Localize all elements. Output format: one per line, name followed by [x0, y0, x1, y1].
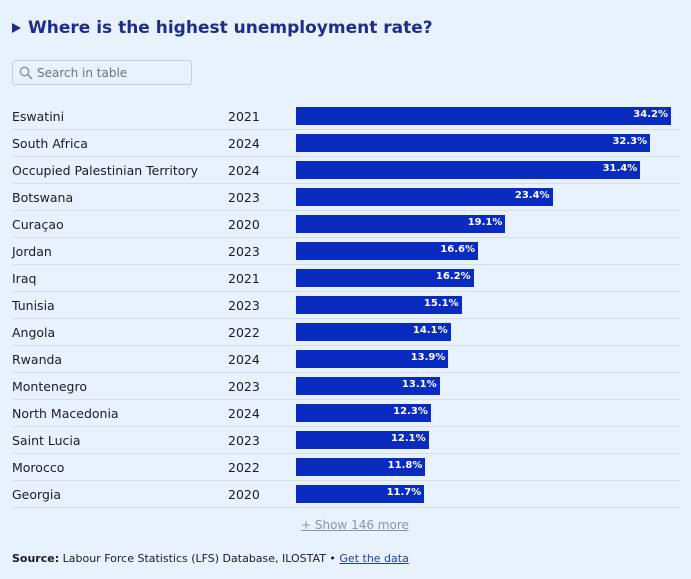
bar: 13.1%	[296, 377, 440, 395]
bar-value-label: 11.7%	[386, 487, 422, 498]
country-label: Botswana	[12, 190, 74, 205]
bar-value-label: 12.3%	[393, 406, 428, 417]
table-row: Eswatini 2021 34.2%	[12, 103, 680, 130]
bar-value-label: 15.1%	[423, 298, 459, 309]
country-label: Occupied Palestinian Territory	[12, 163, 198, 178]
source-label: Source:	[12, 552, 60, 565]
bar-value-label: 12.1%	[390, 433, 426, 444]
year-label: 2023	[228, 190, 260, 205]
country-label: Curaçao	[12, 217, 64, 232]
country-label: Eswatini	[12, 109, 65, 124]
bar-value-label: 11.8%	[387, 460, 423, 471]
table-row: South Africa 2024 32.3%	[12, 130, 680, 157]
table-row: Iraq 2021 16.2%	[12, 265, 680, 292]
table-row: Tunisia 2023 15.1%	[12, 292, 680, 319]
bar-value-label: 16.6%	[440, 244, 476, 255]
country-label: Angola	[12, 325, 56, 340]
year-label: 2021	[228, 109, 260, 124]
show-more-link[interactable]: + Show 146 more	[301, 518, 409, 532]
bar: 32.3%	[296, 134, 651, 152]
search-icon	[19, 66, 33, 79]
get-data-link[interactable]: Get the data	[339, 552, 409, 565]
table-row: Occupied Palestinian Territory 2024 31.4%	[12, 157, 680, 184]
bar-value-label: 32.3%	[612, 136, 648, 147]
search-box[interactable]	[12, 60, 192, 85]
year-label: 2021	[228, 271, 260, 286]
bar-value-label: 34.2%	[633, 109, 668, 120]
country-label: Jordan	[12, 244, 52, 259]
country-label: Georgia	[12, 487, 62, 502]
bar: 16.2%	[296, 269, 474, 287]
year-label: 2023	[228, 433, 260, 448]
country-label: Tunisia	[12, 298, 55, 313]
country-label: Iraq	[12, 271, 37, 286]
bar: 19.1%	[296, 215, 506, 233]
source-text: Labour Force Statistics (LFS) Database, …	[62, 552, 336, 565]
year-label: 2022	[228, 460, 260, 475]
bar: 13.9%	[296, 350, 449, 368]
table-row: Saint Lucia 2023 12.1%	[12, 427, 680, 454]
year-label: 2022	[228, 325, 260, 340]
bar-value-label: 13.1%	[401, 379, 437, 390]
triangle-right-icon	[12, 23, 21, 33]
bar: 34.2%	[296, 107, 671, 125]
year-label: 2023	[228, 298, 260, 313]
search-input[interactable]	[37, 65, 187, 80]
chart-title-wrap: Where is the highest unemployment rate?	[12, 18, 433, 38]
country-label: South Africa	[12, 136, 88, 151]
year-label: 2024	[228, 136, 260, 151]
bar-value-label: 31.4%	[602, 163, 638, 174]
year-label: 2024	[228, 163, 260, 178]
table-row: Curaçao 2020 19.1%	[12, 211, 680, 238]
bar-value-label: 16.2%	[435, 271, 471, 282]
bar: 11.7%	[296, 485, 425, 503]
country-label: Saint Lucia	[12, 433, 81, 448]
bar: 14.1%	[296, 323, 451, 341]
chart-title: Where is the highest unemployment rate?	[28, 18, 433, 38]
table-row: North Macedonia 2024 12.3%	[12, 400, 680, 427]
year-label: 2020	[228, 487, 260, 502]
table-row: Rwanda 2024 13.9%	[12, 346, 680, 373]
bar: 15.1%	[296, 296, 462, 314]
country-label: Montenegro	[12, 379, 88, 394]
year-label: 2024	[228, 352, 260, 367]
table-row: Botswana 2023 23.4%	[12, 184, 680, 211]
year-label: 2023	[228, 379, 260, 394]
bar: 12.3%	[296, 404, 431, 422]
bar-value-label: 14.1%	[412, 325, 448, 336]
table-row: Angola 2022 14.1%	[12, 319, 680, 346]
source-line: Source: Labour Force Statistics (LFS) Da…	[12, 552, 409, 565]
year-label: 2023	[228, 244, 260, 259]
table-row: Georgia 2020 11.7%	[12, 481, 680, 508]
bar-value-label: 23.4%	[514, 190, 550, 201]
country-label: Morocco	[12, 460, 65, 475]
bar-value-label: 13.9%	[410, 352, 446, 363]
year-label: 2020	[228, 217, 260, 232]
table-row: Montenegro 2023 13.1%	[12, 373, 680, 400]
bar: 16.6%	[296, 242, 479, 260]
bar: 11.8%	[296, 458, 426, 476]
data-table: Eswatini 2021 34.2% South Africa 2024 32.3% Oc…	[12, 103, 680, 508]
year-label: 2024	[228, 406, 260, 421]
table-row: Jordan 2023 16.6%	[12, 238, 680, 265]
bar: 23.4%	[296, 188, 553, 206]
bar-value-label: 19.1%	[467, 217, 503, 228]
table-row: Morocco 2022 11.8%	[12, 454, 680, 481]
bar: 31.4%	[296, 161, 641, 179]
country-label: Rwanda	[12, 352, 63, 367]
bar: 12.1%	[296, 431, 429, 449]
country-label: North Macedonia	[12, 406, 119, 421]
